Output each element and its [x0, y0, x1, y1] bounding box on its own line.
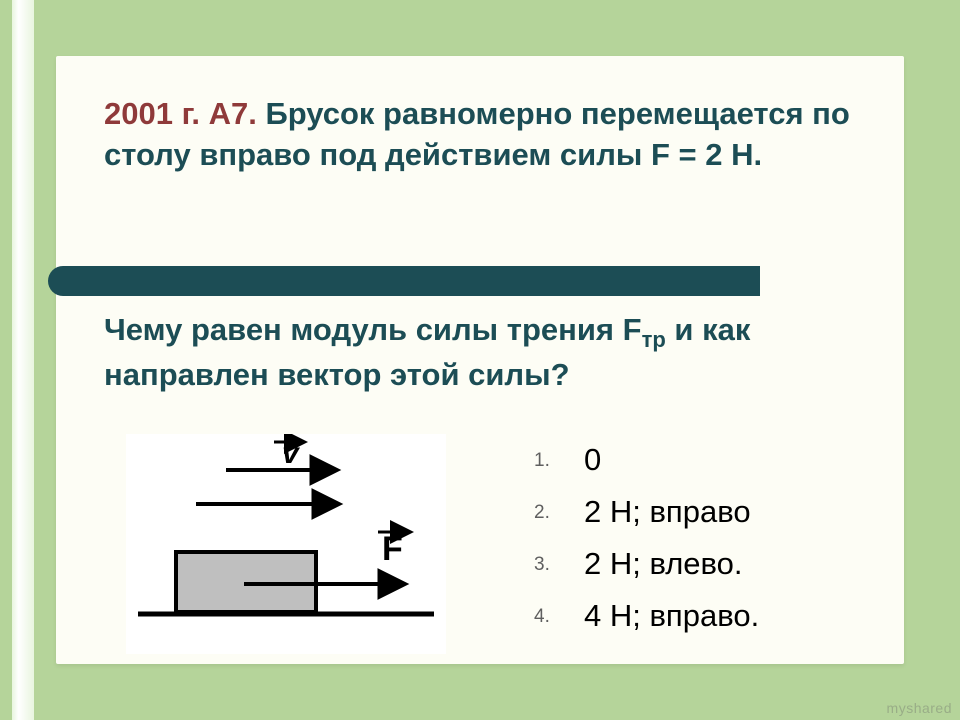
question-title: 2001 г. А7. Брусок равномерно перемещает… [104, 94, 856, 176]
slide-card: 2001 г. А7. Брусок равномерно перемещает… [56, 56, 904, 664]
physics-diagram: v F [126, 434, 446, 654]
option-4: 4 Н; вправо. [534, 590, 934, 642]
sub-question: Чему равен модуль силы трения Fтр и как … [104, 310, 864, 395]
option-1: 0 [534, 434, 934, 486]
v-label: v [282, 437, 301, 470]
answer-options: 0 2 Н; вправо 2 Н; влево. 4 Н; вправо. [534, 434, 934, 642]
subq-pre: Чему равен модуль силы трения F [104, 312, 642, 347]
subq-subscript: тр [642, 327, 666, 352]
f-label: F [382, 530, 403, 568]
vertical-accent-stripe [12, 0, 34, 720]
option-2: 2 Н; вправо [534, 486, 934, 538]
title-lead: 2001 г. А7. [104, 96, 257, 131]
option-3: 2 Н; влево. [534, 538, 934, 590]
watermark: myshared [887, 700, 952, 716]
accent-bar [48, 266, 760, 296]
